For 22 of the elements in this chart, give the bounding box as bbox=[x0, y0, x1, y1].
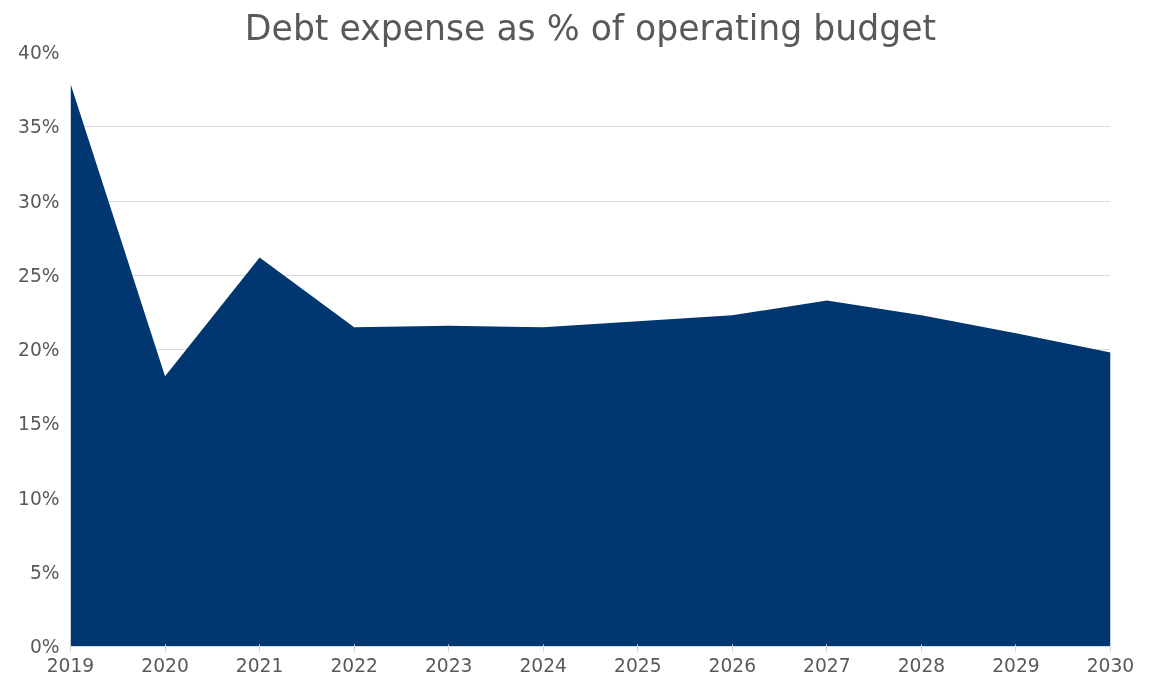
x-tick-label: 2020 bbox=[141, 654, 189, 676]
y-tick-label: 5% bbox=[29, 561, 60, 583]
x-tick-label: 2019 bbox=[46, 654, 95, 676]
x-tick-label: 2024 bbox=[519, 654, 567, 676]
x-tick-label: 2026 bbox=[708, 654, 757, 676]
y-tick-label: 30% bbox=[18, 190, 60, 212]
y-tick-label: 0% bbox=[29, 636, 60, 657]
y-tick-label: 40% bbox=[18, 42, 60, 63]
y-tick-label: 20% bbox=[18, 339, 60, 360]
x-tick-label: 2029 bbox=[992, 654, 1040, 676]
x-tick-label: 2030 bbox=[1086, 654, 1135, 676]
chart-title: Debt expense as % of operating budget bbox=[244, 7, 937, 48]
x-tick-label: 2028 bbox=[897, 654, 946, 676]
x-tick-label: 2023 bbox=[424, 654, 473, 676]
x-tick-label: 2025 bbox=[614, 654, 662, 676]
y-tick-label: 10% bbox=[18, 487, 60, 509]
y-tick-label: 25% bbox=[18, 264, 60, 286]
y-tick-label: 35% bbox=[18, 116, 60, 138]
x-tick-label: 2021 bbox=[235, 654, 284, 676]
y-tick-label: 15% bbox=[18, 413, 60, 435]
x-tick-label: 2027 bbox=[803, 654, 851, 676]
x-tick-label: 2022 bbox=[330, 654, 378, 676]
